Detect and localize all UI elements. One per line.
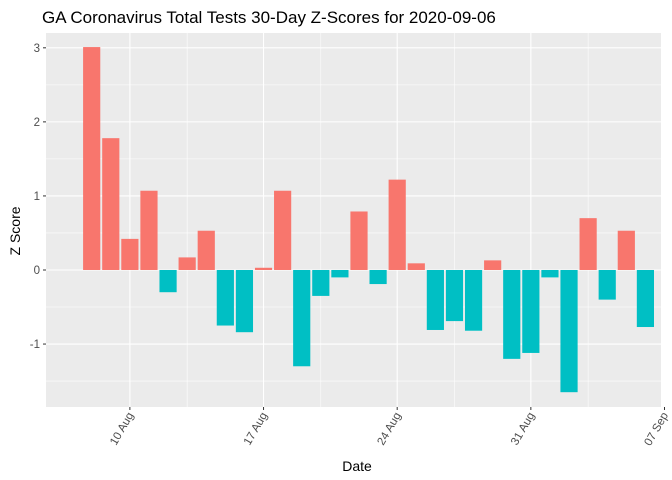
- x-axis-label: Date: [342, 458, 372, 474]
- bars: [83, 47, 655, 393]
- y-axis: -1 0 1 2 3: [30, 43, 46, 351]
- chart-title: GA Coronavirus Total Tests 30-Day Z-Scor…: [42, 8, 496, 27]
- x-tick-label: 10 Aug: [108, 411, 136, 448]
- x-tick-label: 07 Sep: [642, 411, 671, 449]
- bar: [331, 269, 349, 278]
- bar: [522, 269, 540, 353]
- bar: [445, 269, 464, 322]
- x-tick-label: 17 Aug: [242, 411, 270, 448]
- y-tick-label: 1: [34, 191, 40, 203]
- bar: [636, 269, 655, 328]
- bar: [350, 211, 368, 270]
- bar: [293, 269, 311, 367]
- y-tick-label: 3: [34, 43, 40, 55]
- bar: [121, 238, 139, 270]
- bar: [274, 190, 292, 270]
- y-axis-label: Z Score: [7, 206, 23, 255]
- bar: [464, 269, 483, 331]
- bar: [541, 269, 559, 278]
- bar: [503, 269, 521, 359]
- bar: [617, 230, 635, 270]
- bar: [560, 269, 578, 393]
- bar: [598, 269, 616, 300]
- y-tick-label: -1: [30, 339, 40, 351]
- y-tick-label: 0: [34, 265, 40, 277]
- bar: [83, 47, 101, 270]
- bar: [216, 269, 234, 326]
- bar: [197, 230, 215, 270]
- bar: [369, 269, 387, 285]
- bar: [254, 267, 273, 270]
- bar: [579, 218, 597, 270]
- y-tick-label: 2: [34, 117, 40, 129]
- x-tick-label: 24 Aug: [375, 411, 403, 448]
- bar: [484, 260, 502, 270]
- x-axis: 10 Aug 17 Aug 24 Aug 31 Aug 07 Sep: [108, 407, 671, 448]
- bar: [159, 269, 177, 293]
- bar: [140, 190, 158, 270]
- x-tick-label: 31 Aug: [509, 411, 537, 448]
- bar: [426, 269, 444, 330]
- bar: [102, 138, 120, 270]
- bar: [235, 269, 254, 333]
- bar: [178, 257, 196, 270]
- bar: [407, 263, 425, 270]
- bar: [312, 269, 330, 296]
- bar: [388, 179, 406, 270]
